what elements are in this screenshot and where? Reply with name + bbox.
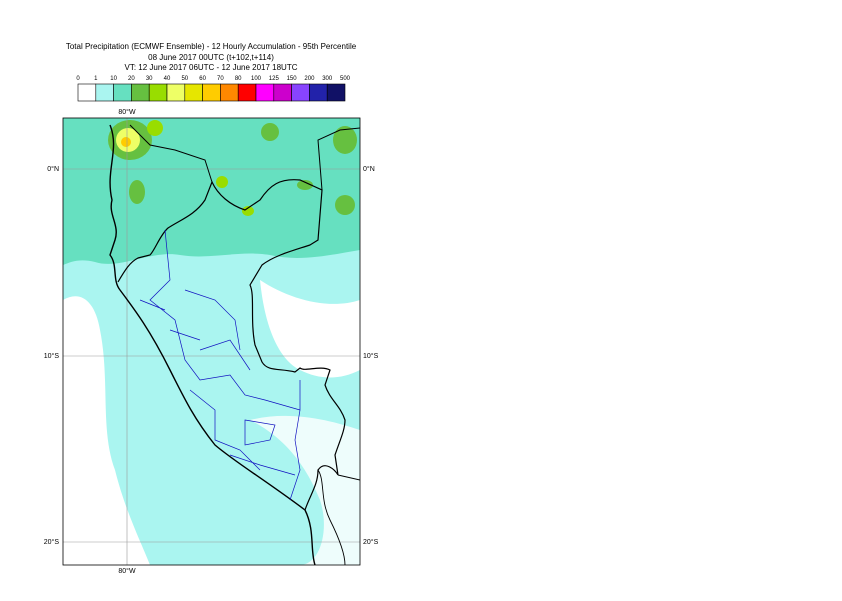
title: Total Precipitation (ECMWF Ensemble) - 1… xyxy=(66,42,357,51)
legend-label: 125 xyxy=(269,76,280,82)
lat-label: 0°N xyxy=(47,165,59,173)
legend-swatch xyxy=(255,83,275,102)
lat-label: 20°S xyxy=(44,538,60,546)
legend-swatch xyxy=(202,83,221,102)
legend-swatch xyxy=(326,83,346,102)
legend-label: 60 xyxy=(199,76,206,82)
legend-label: 200 xyxy=(304,76,315,82)
legend-swatch xyxy=(220,83,239,102)
legend-label: 30 xyxy=(146,76,153,82)
valid-time: VT: 12 June 2017 06UTC - 12 June 2017 18… xyxy=(125,63,298,72)
legend-swatch xyxy=(291,83,310,102)
lat-label: 20°S xyxy=(363,538,379,546)
legend-label: 80 xyxy=(235,76,242,82)
legend-label: 40 xyxy=(164,76,171,82)
borders xyxy=(109,124,360,565)
legend-label: 50 xyxy=(181,76,188,82)
legend-label: 70 xyxy=(217,76,224,82)
legend-label: 500 xyxy=(340,76,351,82)
graticule xyxy=(63,118,360,565)
lat-label: 10°S xyxy=(363,352,379,360)
legend-swatch xyxy=(131,83,150,102)
legend-swatch xyxy=(77,83,97,102)
legend-label: 150 xyxy=(287,76,298,82)
legend-label: 10 xyxy=(110,76,117,82)
legend-swatch xyxy=(184,83,203,102)
map-frame xyxy=(62,117,361,566)
legend-swatch xyxy=(166,83,186,102)
legend-swatch xyxy=(237,83,257,102)
legend: 0 1 10 20 30 40 50 60 70 80 100 125 150 200 300 500 xyxy=(76,76,351,102)
precip-field xyxy=(63,118,360,565)
lat-label: 0°N xyxy=(363,165,375,173)
legend-label: 20 xyxy=(128,76,135,82)
legend-label: 0 xyxy=(76,76,80,82)
legend-swatch xyxy=(113,83,132,102)
legend-swatch xyxy=(95,83,114,102)
subtitle: 08 June 2017 00UTC (t+102,t+114) xyxy=(148,53,274,62)
lon-label: 80°W xyxy=(118,108,136,116)
legend-swatch xyxy=(309,83,328,102)
lon-label: 80°W xyxy=(118,567,136,575)
legend-label: 1 xyxy=(94,76,98,82)
legend-label: 100 xyxy=(251,76,262,82)
lat-label: 10°S xyxy=(44,352,60,360)
legend-label: 300 xyxy=(322,76,333,82)
legend-swatch xyxy=(148,83,168,102)
legend-swatch xyxy=(273,83,292,102)
